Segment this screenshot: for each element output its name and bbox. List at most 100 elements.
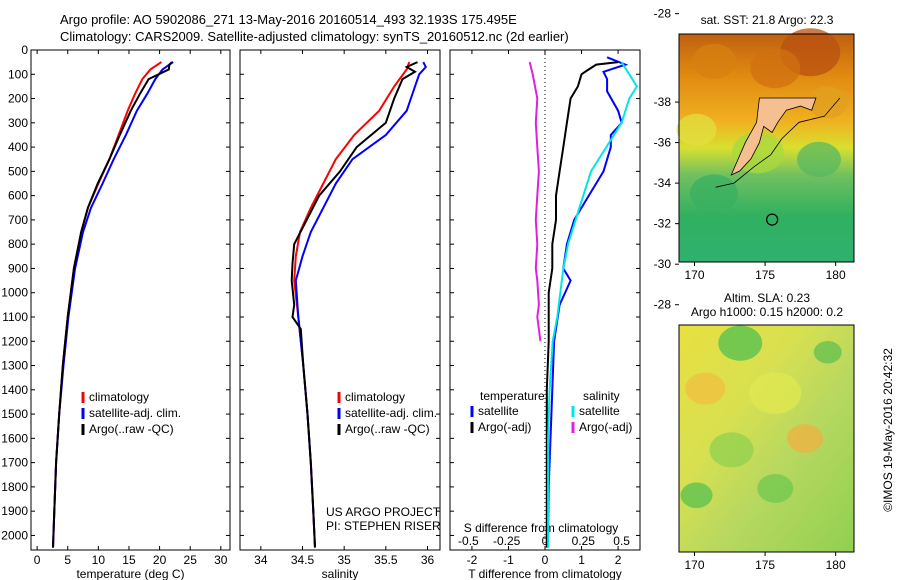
series-line-salinity-2 bbox=[290, 61, 418, 548]
x-tick-label: 35 bbox=[337, 553, 351, 567]
legend-label: climatology bbox=[345, 390, 405, 404]
y-tick-label: 1400 bbox=[1, 383, 28, 397]
sla-map-title-line2: Argo h1000: 0.15 h2000: 0.2 bbox=[691, 305, 843, 319]
s-tick-label: 0 bbox=[542, 534, 549, 548]
y-tick-label: 500 bbox=[8, 164, 28, 178]
plot-frame-temperature bbox=[30, 49, 231, 551]
s-tick-label: -0.25 bbox=[493, 534, 521, 548]
s-tick-label: 0.5 bbox=[613, 534, 630, 548]
series-line-difference-0 bbox=[546, 56, 629, 548]
pi-annotation: PI: STEPHEN RISER bbox=[326, 519, 441, 533]
map-texture bbox=[787, 424, 823, 453]
y-tick-label: 2000 bbox=[1, 528, 28, 542]
plot-frame-salinity bbox=[239, 49, 441, 551]
y-tick-label: 1500 bbox=[1, 407, 28, 421]
x-tick-label: 5 bbox=[64, 553, 71, 567]
x-tick-label: 0 bbox=[542, 553, 549, 567]
s-tick-label: 0.25 bbox=[572, 534, 596, 548]
y-tick-label: 200 bbox=[8, 92, 28, 106]
x-tick-label: 0 bbox=[34, 553, 41, 567]
map-texture bbox=[680, 482, 713, 509]
map-y-tick-label: -38 bbox=[654, 95, 672, 109]
x-tick-label: -2 bbox=[467, 553, 478, 567]
y-tick-label: 0 bbox=[21, 43, 28, 57]
legend-label: satellite bbox=[579, 404, 620, 418]
x-tick-label: 35.5 bbox=[374, 553, 398, 567]
panel-temperature: 0 5 10 15 20 25 300100200300400500600700800900… bbox=[1, 43, 231, 580]
y-tick-label: 300 bbox=[8, 116, 28, 130]
map-texture bbox=[807, 86, 848, 119]
legend-label: Argo(..raw -QC) bbox=[345, 422, 430, 436]
legend-label: satellite-adj. clim. bbox=[345, 406, 437, 420]
project-annotation: US ARGO PROJECT bbox=[326, 505, 441, 519]
series-line-difference-2 bbox=[547, 61, 639, 548]
y-tick-label: 1800 bbox=[1, 480, 28, 494]
land-new-zealand bbox=[730, 97, 817, 176]
legend-label: Argo(..raw -QC) bbox=[89, 422, 174, 436]
map-texture bbox=[813, 341, 842, 364]
y-tick-label: 900 bbox=[8, 261, 28, 275]
legend-label: climatology bbox=[89, 390, 149, 404]
y-tick-label: 700 bbox=[8, 213, 28, 227]
x-tick-label: 1 bbox=[578, 553, 585, 567]
x-tick-label: 2 bbox=[615, 553, 622, 567]
legend-title-temperature: temperature bbox=[480, 389, 545, 403]
panel-difference: -2 -1 0 1 2T difference from climatology -0.5… bbox=[449, 49, 641, 580]
y-tick-label: 600 bbox=[8, 189, 28, 203]
map-texture bbox=[685, 372, 726, 405]
map-texture bbox=[797, 141, 841, 177]
map-frame bbox=[678, 324, 855, 553]
map-y-tick-label: -36 bbox=[654, 136, 672, 150]
map-texture bbox=[749, 372, 802, 414]
sla-map-title-line1: Altim. SLA: 0.23 bbox=[724, 291, 810, 305]
series-line-difference-3 bbox=[528, 61, 542, 342]
map-texture bbox=[709, 432, 754, 468]
depth-contour bbox=[715, 97, 841, 188]
s-axis-label: S difference from climatology bbox=[464, 521, 619, 535]
y-tick-label: 400 bbox=[8, 140, 28, 154]
x-tick-label: 20 bbox=[153, 553, 167, 567]
y-tick-label: 1200 bbox=[1, 334, 28, 348]
map-y-tick-label: -32 bbox=[654, 217, 672, 231]
map-x-tick-label: 170 bbox=[685, 558, 705, 572]
figure-title-line1: Argo profile: AO 5902086_271 13-May-2016… bbox=[60, 12, 517, 27]
x-tick-label: -1 bbox=[503, 553, 514, 567]
figure-title-line2: Climatology: CARS2009. Satellite-adjuste… bbox=[60, 29, 569, 44]
x-tick-label: 36 bbox=[421, 553, 435, 567]
x-tick-label: 30 bbox=[214, 553, 228, 567]
map-texture bbox=[718, 325, 763, 361]
x-tick-label: 34.5 bbox=[291, 553, 315, 567]
map-y-tick-label: -34 bbox=[654, 176, 672, 190]
y-tick-label: 100 bbox=[8, 67, 28, 81]
x-tick-label: 10 bbox=[92, 553, 106, 567]
legend-label: Argo(-adj) bbox=[478, 420, 531, 434]
map-x-tick-label: 175 bbox=[755, 268, 775, 282]
argo-position-marker bbox=[766, 213, 779, 226]
y-tick-label: 1700 bbox=[1, 456, 28, 470]
y-tick-label: 800 bbox=[8, 237, 28, 251]
sla-map: 170 175 180 -28 -30 -32 -34 -36 -38 Altim. SLA: 0… bbox=[654, 95, 855, 572]
map-x-tick-label: 175 bbox=[755, 558, 775, 572]
map-texture bbox=[676, 113, 717, 146]
map-y-tick-label: -28 bbox=[654, 298, 672, 312]
map-texture bbox=[692, 43, 736, 79]
x-tick-label: 25 bbox=[184, 553, 198, 567]
map-x-tick-label: 170 bbox=[685, 268, 705, 282]
y-tick-label: 1000 bbox=[1, 286, 28, 300]
y-tick-label: 1900 bbox=[1, 504, 28, 518]
x-axis-label: temperature (deg C) bbox=[76, 567, 184, 580]
map-x-tick-label: 180 bbox=[826, 558, 846, 572]
legend-title-salinity: salinity bbox=[583, 389, 620, 403]
panel-salinity: 34 34.5 35 35.5 36 salinity climatology satelli… bbox=[239, 49, 441, 580]
legend-label: satellite bbox=[478, 404, 519, 418]
x-axis-label: T difference from climatology bbox=[468, 567, 622, 580]
timestamp-label: ©IMOS 19-May-2016 20:42:32 bbox=[881, 348, 895, 512]
x-tick-label: 15 bbox=[122, 553, 136, 567]
series-line-difference-1 bbox=[545, 61, 619, 548]
x-axis-label: salinity bbox=[322, 567, 359, 580]
map-texture bbox=[690, 174, 738, 213]
sst-map-title: sat. SST: 21.8 Argo: 22.3 bbox=[701, 13, 834, 27]
map-texture bbox=[750, 48, 801, 89]
map-texture bbox=[757, 474, 794, 503]
